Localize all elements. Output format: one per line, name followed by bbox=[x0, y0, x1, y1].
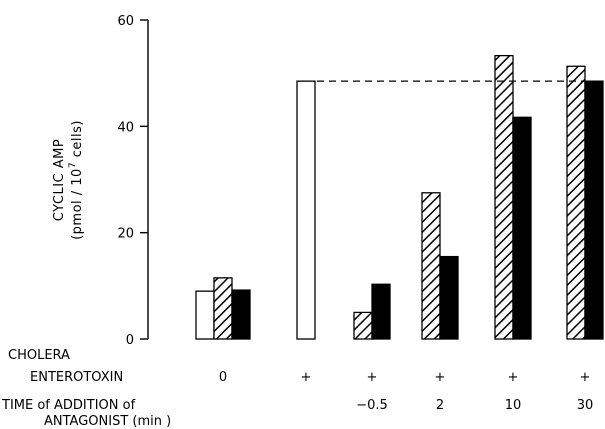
cholera-value: + bbox=[580, 370, 591, 385]
bar-solid bbox=[439, 255, 459, 340]
cholera-value: + bbox=[367, 370, 378, 385]
y-tick-label: 60 bbox=[117, 14, 134, 29]
y-axis-label-suffix: cells) bbox=[70, 120, 85, 162]
bar-hatched bbox=[566, 65, 586, 340]
time-label-line2: ANTAGONIST (min ) bbox=[44, 414, 171, 429]
bars bbox=[195, 54, 604, 340]
y-axis-label: CYCLIC AMP (pmol / 107 cells) bbox=[52, 120, 85, 240]
y-axis-label-prefix: (pmol / 10 bbox=[70, 168, 85, 240]
bar-hatched bbox=[421, 192, 441, 340]
bar-open bbox=[195, 290, 215, 340]
bar-hatched bbox=[494, 54, 514, 340]
cholera-label-line1: CHOLERA bbox=[8, 348, 70, 363]
y-tick-label: 20 bbox=[117, 227, 134, 242]
y-axis-ticks: 0 20 40 60 bbox=[117, 14, 148, 348]
cholera-label-line2: ENTEROTOXIN bbox=[30, 370, 123, 385]
y-axis-label-line2: (pmol / 107 cells) bbox=[68, 120, 85, 240]
y-axis-label-line1: CYCLIC AMP bbox=[52, 139, 67, 221]
cholera-value: + bbox=[301, 370, 312, 385]
time-label-line1: TIME of ADDITION of bbox=[1, 398, 136, 413]
bar-open bbox=[296, 80, 316, 340]
cholera-value: + bbox=[508, 370, 519, 385]
time-value: 2 bbox=[436, 398, 444, 413]
time-value: −0.5 bbox=[356, 398, 388, 413]
time-value: 30 bbox=[577, 398, 594, 413]
time-value: 10 bbox=[505, 398, 522, 413]
bar-hatched bbox=[213, 277, 233, 340]
bar-solid bbox=[584, 80, 604, 340]
y-tick-label: 40 bbox=[117, 120, 134, 135]
cholera-value: 0 bbox=[219, 370, 227, 385]
y-tick-label: 0 bbox=[126, 333, 134, 348]
bar-solid bbox=[231, 289, 251, 340]
y-axis-label-superscript: 7 bbox=[68, 162, 78, 168]
group-row-values: 0 + + −0.5 +2 +10 +30 bbox=[219, 370, 593, 413]
cholera-value: + bbox=[435, 370, 446, 385]
bar-hatched bbox=[353, 311, 373, 340]
bar-solid bbox=[512, 116, 532, 340]
bar-solid bbox=[371, 283, 391, 340]
